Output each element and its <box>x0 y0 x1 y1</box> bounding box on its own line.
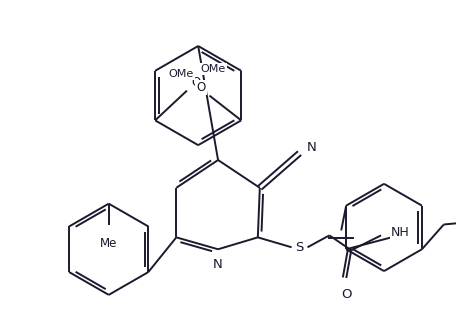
Text: OMe: OMe <box>201 64 226 74</box>
Text: O: O <box>196 81 206 94</box>
Text: S: S <box>295 241 304 254</box>
Text: N: N <box>213 258 223 271</box>
Text: O: O <box>341 288 351 301</box>
Text: O: O <box>191 76 200 89</box>
Text: OMe: OMe <box>168 69 193 79</box>
Text: NH: NH <box>391 226 410 239</box>
Text: Me: Me <box>100 237 117 250</box>
Text: N: N <box>307 141 316 154</box>
